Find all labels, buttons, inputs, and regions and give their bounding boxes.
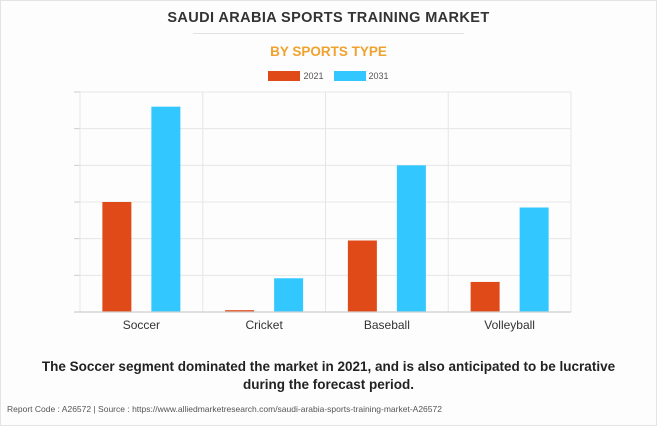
x-tick-label: Volleyball bbox=[484, 318, 535, 332]
chart-title: SAUDI ARABIA SPORTS TRAINING MARKET bbox=[167, 10, 490, 26]
chart-subtitle: BY SPORTS TYPE bbox=[270, 44, 387, 59]
title-divider bbox=[193, 33, 464, 34]
bar-cricket-2021 bbox=[225, 310, 255, 312]
chart-legend: 2021 2031 bbox=[0, 71, 657, 81]
bar-volleyball-2031 bbox=[519, 207, 549, 312]
caption-line-1: The Soccer segment dominated the market … bbox=[41, 359, 616, 374]
x-tick-label: Cricket bbox=[245, 318, 283, 332]
legend-item-2021[interactable]: 2021 bbox=[268, 71, 324, 81]
bar-soccer-2031 bbox=[151, 106, 181, 313]
x-tick-label: Baseball bbox=[364, 318, 410, 332]
legend-swatch-2031 bbox=[333, 71, 366, 81]
caption-line-2: during the forecast period. bbox=[242, 377, 415, 392]
legend-item-2031[interactable]: 2031 bbox=[333, 71, 389, 81]
bar-chart: Soccer Cricket Baseball Volleyball bbox=[74, 91, 572, 332]
bar-cricket-2031 bbox=[274, 278, 304, 312]
x-tick-label: Soccer bbox=[123, 318, 160, 332]
bar-baseball-2031 bbox=[396, 165, 426, 312]
bar-baseball-2021 bbox=[347, 240, 377, 312]
legend-label-2031: 2031 bbox=[368, 71, 389, 81]
bar-soccer-2021 bbox=[102, 202, 132, 312]
legend-swatch-2021 bbox=[268, 71, 301, 81]
footer-source: Report Code : A26572 | Source : https://… bbox=[7, 404, 442, 414]
bar-volleyball-2021 bbox=[470, 281, 500, 312]
chart-caption: The Soccer segment dominated the market … bbox=[0, 358, 657, 394]
legend-label-2021: 2021 bbox=[303, 71, 324, 81]
